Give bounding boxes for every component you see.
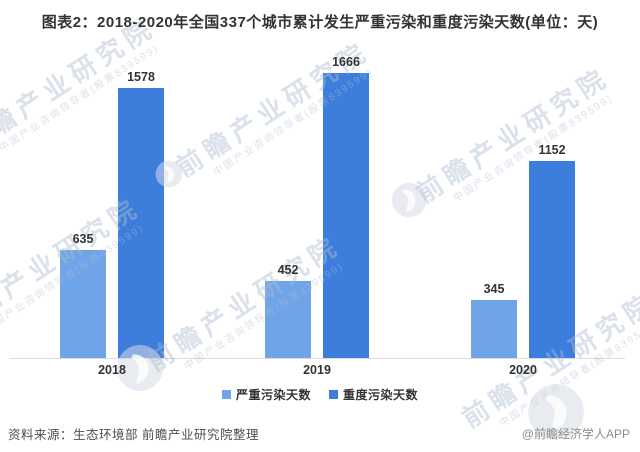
bar-series1-2020 [471,300,517,359]
legend-item-1: 严重污染天数 [221,386,311,403]
value-label: 1666 [332,55,360,69]
credit-note: @前瞻经济学人APP [521,427,630,441]
value-label: 345 [483,282,505,296]
bar-series2-2018 [118,88,164,359]
value-label: 1578 [127,70,155,84]
x-axis-line [10,358,625,359]
category-label-2018: 2018 [98,363,126,377]
value-label: 452 [277,263,299,277]
bar-series1-2019 [265,281,311,359]
bar-series2-2019 [323,73,369,359]
chart-title: 图表2：2018-2020年全国337个城市累计发生严重污染和重度污染天数(单位… [41,14,599,31]
legend-label: 重度污染天数 [343,387,419,402]
legend: 严重污染天数 重度污染天数 [0,386,640,402]
legend-label: 严重污染天数 [235,387,311,402]
category-label-2020: 2020 [509,363,537,377]
bar-series1-2018 [60,250,106,359]
legend-swatch-icon [221,389,231,399]
legend-item-2: 重度污染天数 [329,386,418,403]
source-note: 资料来源：生态环境部 前瞻产业研究院整理 [8,428,259,442]
value-label: 1152 [538,143,566,157]
legend-swatch-icon [329,389,338,399]
category-label-2019: 2019 [303,363,331,377]
bar-series2-2020 [529,161,575,359]
value-label: 635 [72,232,94,246]
